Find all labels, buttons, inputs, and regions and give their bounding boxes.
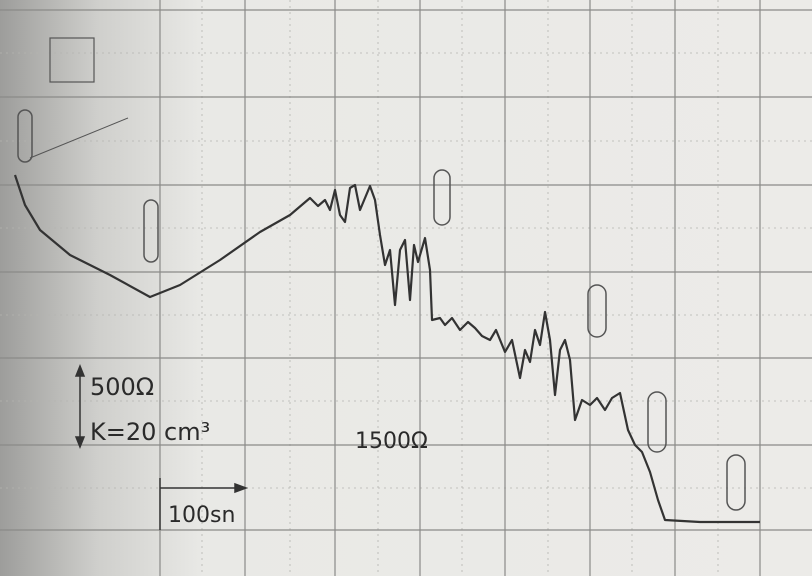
time-scale-label: 100sn [168, 503, 235, 528]
mid-value-label: 1500Ω [355, 429, 428, 454]
paper [0, 0, 812, 576]
coefficient-label: K=20 cm³ [90, 418, 210, 446]
scale-label: 500Ω [90, 373, 154, 401]
scanned-recording: 500Ω K=20 cm³ 1500Ω 100sn (() => { const… [0, 0, 812, 576]
